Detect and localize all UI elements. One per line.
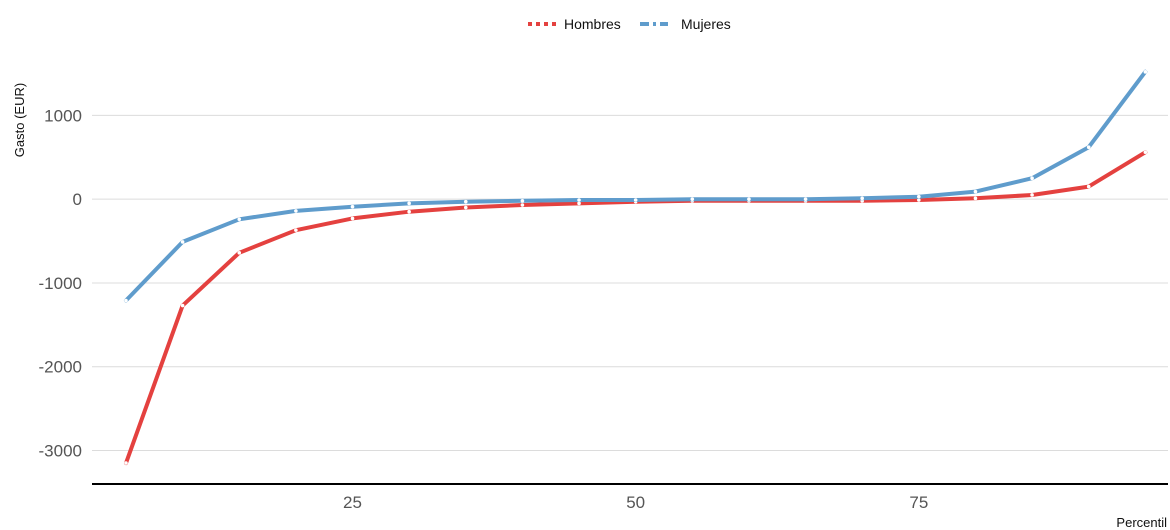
data-point-hombres	[294, 228, 298, 232]
data-point-mujeres	[294, 209, 298, 213]
data-point-mujeres	[237, 217, 242, 222]
data-point-hombres	[237, 250, 242, 255]
x-tick-label: 75	[909, 493, 928, 512]
data-point-mujeres	[124, 298, 128, 303]
data-point-hombres	[180, 303, 185, 308]
y-axis-ticks: -3000 -2000 -1000 0 1000	[39, 106, 82, 460]
data-point-hombres	[407, 209, 411, 214]
data-point-hombres	[1086, 184, 1091, 189]
legend-item-hombres: Hombres	[528, 16, 621, 32]
x-tick-label: 25	[343, 493, 362, 512]
data-point-mujeres	[577, 198, 581, 202]
data-point-hombres	[463, 205, 468, 210]
data-point-mujeres	[803, 197, 808, 201]
series-lines	[124, 69, 1148, 466]
data-point-mujeres	[1143, 70, 1148, 74]
legend-label-mujeres: Mujeres	[681, 16, 731, 32]
data-point-hombres	[973, 196, 978, 201]
data-point-hombres	[350, 216, 355, 221]
data-point-mujeres	[973, 189, 978, 194]
data-point-mujeres	[407, 201, 411, 206]
data-point-mujeres	[350, 204, 355, 209]
y-tick-label: 1000	[44, 106, 82, 125]
series-line-mujeres	[124, 69, 1148, 303]
data-point-mujeres	[917, 194, 921, 199]
y-tick-label: -3000	[39, 441, 82, 460]
data-point-mujeres	[520, 199, 525, 203]
data-point-hombres	[1030, 193, 1034, 197]
data-point-mujeres	[180, 240, 185, 244]
data-point-mujeres	[1030, 176, 1034, 181]
y-tick-label: -2000	[39, 358, 82, 377]
data-point-mujeres	[463, 199, 468, 204]
data-point-hombres	[520, 203, 525, 207]
x-axis-title: Percentil	[1116, 515, 1167, 530]
data-point-hombres	[1143, 150, 1148, 155]
data-point-mujeres	[690, 197, 695, 201]
legend: Hombres Mujeres	[528, 16, 731, 32]
data-point-hombres	[124, 461, 128, 465]
x-axis-ticks: 25 50 75	[343, 493, 928, 512]
x-tick-label: 50	[626, 493, 645, 512]
data-point-mujeres	[633, 198, 638, 202]
data-point-hombres	[577, 201, 581, 206]
data-point-hombres	[917, 198, 921, 202]
legend-label-hombres: Hombres	[564, 16, 621, 32]
data-point-mujeres	[860, 196, 864, 201]
data-point-mujeres	[1086, 145, 1091, 150]
legend-item-mujeres: Mujeres	[640, 16, 731, 32]
gridlines	[92, 114, 1168, 451]
y-axis-title: Gasto (EUR)	[12, 83, 27, 157]
data-point-mujeres	[747, 197, 751, 201]
y-tick-label: -1000	[39, 274, 82, 293]
y-tick-label: 0	[73, 190, 82, 209]
